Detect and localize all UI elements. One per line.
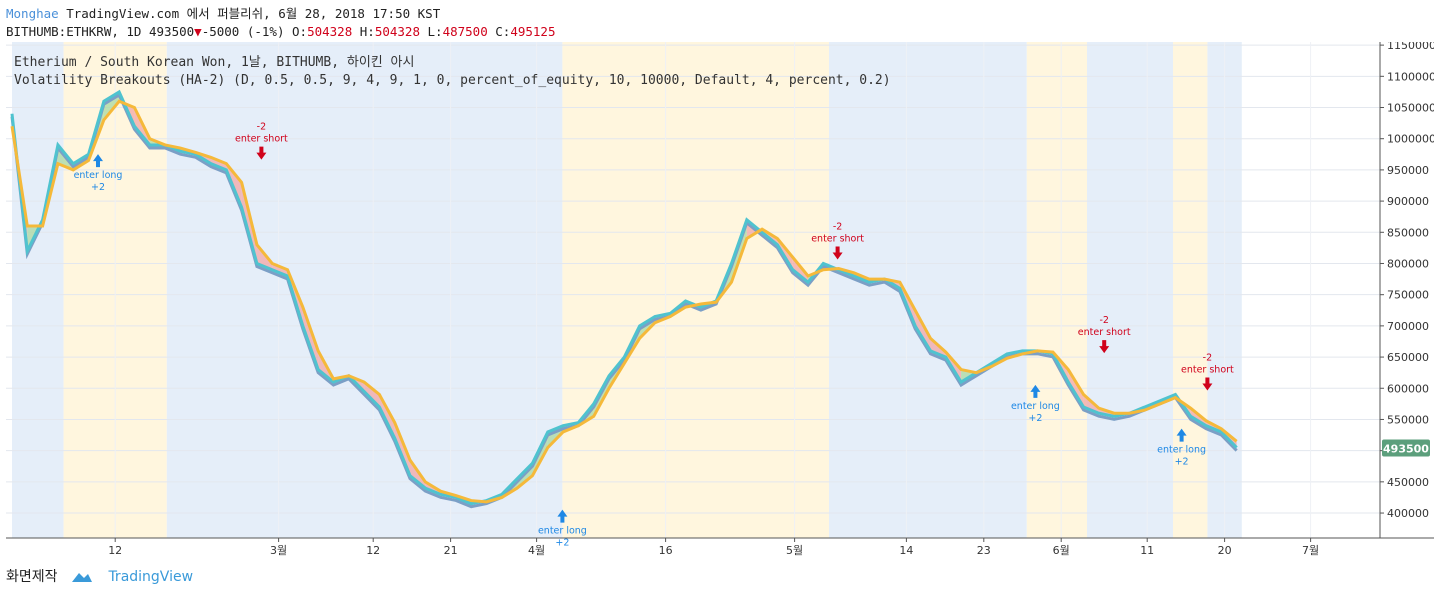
ribbon-segment (1068, 369, 1084, 407)
y-tick-label: 1000000 (1387, 133, 1434, 146)
enter-long-qty: +2 (555, 538, 569, 549)
last-price: 493500 (149, 24, 195, 39)
price-badge-text: 493500 (1383, 443, 1429, 456)
y-tick-label: 1050000 (1387, 102, 1434, 115)
grid-lines (6, 42, 1380, 538)
x-tick-label: 7월 (1302, 544, 1319, 557)
enter-long-arrow-icon (557, 509, 568, 523)
author-link[interactable]: Monghae (6, 6, 59, 21)
x-tick-label: 20 (1218, 544, 1232, 557)
enter-short-label: enter short (811, 233, 864, 244)
x-tick-label: 12 (108, 544, 122, 557)
enter-long-label: enter long (1157, 445, 1206, 456)
footer-label: 화면제작 (6, 569, 58, 585)
enter-long-label: enter long (538, 526, 587, 537)
enter-long-qty: +2 (1028, 413, 1042, 424)
enter-short-label: enter short (235, 134, 288, 145)
x-tick-label: 16 (659, 544, 673, 557)
y-tick-label: 800000 (1387, 257, 1429, 270)
ohlc-line: BITHUMB:ETHKRW, 1D 493500▼-5000 (-1%) O:… (6, 23, 1106, 41)
enter-long-arrow-icon (1030, 384, 1041, 398)
ribbon-segment (302, 307, 319, 370)
y-tick-label: 600000 (1387, 382, 1429, 395)
enter-short-arrow-icon (832, 246, 843, 260)
publish-line: Monghae TradingView.com 에서 퍼블리쉬, 6월 28, … (6, 5, 1106, 23)
tradingview-brand[interactable]: TradingView (108, 569, 194, 585)
ribbon-segment (364, 382, 380, 407)
enter-long-qty: +2 (1175, 457, 1189, 468)
y-tick-label: 750000 (1387, 289, 1429, 302)
strategy-legend: Volatility Breakouts (HA-2) (D, 0.5, 0.5… (14, 73, 891, 88)
price-axis[interactable]: 4000004500005000005500006000006500007000… (1380, 42, 1434, 520)
enter-long-label: enter long (1011, 401, 1060, 412)
last-price-badge: 493500 (1382, 439, 1430, 457)
session-band-6 (1087, 42, 1173, 538)
y-tick-label: 850000 (1387, 226, 1429, 239)
enter-short-qty: -2 (1099, 315, 1108, 326)
enter-long-qty: +2 (91, 182, 105, 193)
y-tick-label: 700000 (1387, 320, 1429, 333)
y-tick-label: 400000 (1387, 507, 1429, 520)
enter-long-arrow-icon (1176, 428, 1187, 442)
open-value: 504328 (307, 24, 353, 39)
x-tick-label: 14 (899, 544, 913, 557)
y-tick-label: 950000 (1387, 164, 1429, 177)
y-tick-label: 450000 (1387, 476, 1429, 489)
session-band-7 (1173, 42, 1208, 538)
session-band-3 (562, 42, 829, 538)
session-band-0 (12, 42, 64, 538)
close-label: C: (495, 24, 511, 39)
y-tick-label: 1100000 (1387, 70, 1434, 83)
x-tick-label: 5월 (786, 544, 803, 557)
session-band-4 (829, 42, 1027, 538)
high-value: 504328 (374, 24, 420, 39)
x-tick-label: 4월 (528, 544, 545, 557)
enter-short-qty: -2 (257, 122, 266, 133)
session-bands (12, 42, 1242, 538)
tradingview-logo-icon (71, 573, 92, 582)
x-tick-label: 6월 (1053, 544, 1070, 557)
x-tick-label: 11 (1140, 544, 1154, 557)
y-tick-label: 900000 (1387, 195, 1429, 208)
open-label: O: (292, 24, 308, 39)
enter-short-label: enter short (1181, 365, 1234, 376)
series-line-slow (10, 99, 1238, 504)
enter-short-arrow-icon (256, 146, 267, 160)
symbol-label: BITHUMB:ETHKRW, 1D (6, 24, 142, 39)
series-layer (10, 89, 1238, 509)
publish-text: TradingView.com 에서 퍼블리쉬, 6월 28, 2018 17:… (66, 6, 441, 21)
enter-long-label: enter long (74, 170, 123, 181)
session-band-5 (1026, 42, 1087, 538)
price-badge-bg (1382, 439, 1430, 457)
chart-header: Monghae TradingView.com 에서 퍼블리쉬, 6월 28, … (6, 5, 1106, 41)
session-band-2 (166, 42, 563, 538)
chart-title: Etherium / South Korean Won, 1날, BITHUMB… (14, 55, 414, 70)
down-arrow-icon: ▼ (194, 24, 202, 39)
x-tick-label: 21 (444, 544, 458, 557)
low-value: 487500 (442, 24, 488, 39)
enter-short-label: enter short (1078, 327, 1131, 338)
time-axis[interactable]: 12 3월 12 21 4월 16 5월 14 23 6월 11 20 7월 (108, 538, 1319, 557)
y-tick-label: 550000 (1387, 413, 1429, 426)
x-tick-label: 12 (366, 544, 380, 557)
enter-short-arrow-icon (1099, 340, 1110, 354)
low-label: L: (427, 24, 443, 39)
series-line-mid (10, 92, 1238, 509)
price-change: -5000 (-1%) (201, 24, 285, 39)
y-tick-label: 650000 (1387, 351, 1429, 364)
y-tick-label: 1150000 (1387, 42, 1434, 52)
footer: 화면제작 TradingView (6, 566, 193, 586)
x-tick-label: 23 (977, 544, 991, 557)
high-label: H: (359, 24, 375, 39)
close-value: 495125 (510, 24, 556, 39)
x-tick-label: 3월 (270, 544, 287, 557)
enter-short-qty: -2 (833, 221, 842, 232)
enter-long-arrow-icon (93, 154, 103, 168)
enter-short-arrow-icon (1202, 377, 1213, 391)
chart-area[interactable]: enter long +2 enter short -2 enter long +2 ent… (6, 42, 1434, 564)
enter-short-qty: -2 (1203, 353, 1212, 364)
